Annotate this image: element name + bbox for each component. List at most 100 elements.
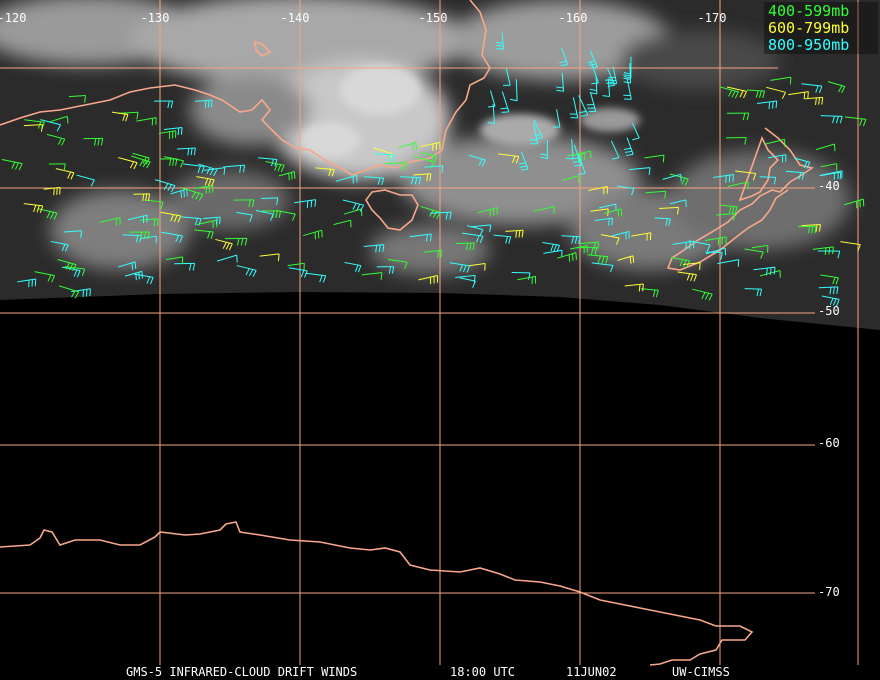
barb-shaft xyxy=(753,266,776,271)
barb-tick xyxy=(90,179,95,187)
barb-tick xyxy=(620,208,623,216)
barb-tick xyxy=(472,280,476,288)
barb-tick xyxy=(610,265,614,273)
barb-tick xyxy=(170,214,175,222)
barb-tick xyxy=(685,242,687,250)
barb-shaft xyxy=(840,241,861,246)
barb-shaft xyxy=(492,103,495,124)
barb-shaft xyxy=(669,173,689,180)
barb-shaft xyxy=(470,224,491,228)
wind-barb xyxy=(409,233,432,242)
barb-shaft xyxy=(139,218,159,221)
barb-tick xyxy=(201,166,205,174)
barb-tick xyxy=(251,199,255,208)
barb-shaft xyxy=(844,198,864,206)
barb-shaft xyxy=(259,253,280,257)
barb-tick xyxy=(66,116,69,124)
barb-tick xyxy=(215,217,218,225)
barb-tick xyxy=(437,250,439,258)
barb-shaft xyxy=(24,119,45,123)
wind-barb xyxy=(288,267,308,278)
barb-shaft xyxy=(132,152,150,159)
longitude-label: -120 xyxy=(0,11,26,25)
barb-tick xyxy=(249,214,253,222)
barb-tick xyxy=(328,169,332,177)
barb-tick xyxy=(15,162,19,170)
barb-shaft xyxy=(561,72,565,92)
wind-barb xyxy=(529,122,539,145)
barb-tick xyxy=(278,210,282,218)
barb-tick xyxy=(331,169,335,177)
barb-tick xyxy=(359,204,365,212)
barb-shaft xyxy=(617,255,634,261)
barb-shaft xyxy=(118,261,136,268)
barb-shaft xyxy=(590,62,599,84)
barb-shaft xyxy=(276,210,296,215)
barb-shaft xyxy=(759,270,781,277)
barb-tick xyxy=(388,266,392,274)
barb-tick xyxy=(39,205,44,213)
wind-barb xyxy=(757,100,778,110)
barb-tick xyxy=(818,224,821,232)
barb-tick xyxy=(304,270,308,278)
barb-tick xyxy=(57,137,62,145)
barb-tick xyxy=(665,218,668,226)
barb-shaft xyxy=(626,78,632,100)
barb-tick xyxy=(172,158,175,166)
barb-tick xyxy=(81,268,86,276)
barb-tick xyxy=(832,246,834,255)
barb-shaft xyxy=(520,151,529,170)
barb-tick xyxy=(133,162,138,170)
barb-tick xyxy=(587,60,595,64)
wind-barb xyxy=(629,167,651,175)
wind-barb xyxy=(683,262,701,270)
barb-shaft xyxy=(801,83,822,87)
barb-shaft xyxy=(64,266,85,270)
barb-tick xyxy=(64,244,69,252)
barb-shaft xyxy=(818,286,838,289)
wind-barb xyxy=(500,91,510,113)
barb-shaft xyxy=(692,288,713,295)
barb-shaft xyxy=(594,217,613,222)
barb-tick xyxy=(762,90,766,99)
barb-shaft xyxy=(717,259,739,265)
barb-shaft xyxy=(626,137,634,155)
wind-barb xyxy=(342,199,365,212)
wind-barb xyxy=(819,171,842,180)
barb-shaft xyxy=(820,274,839,279)
barb-shaft xyxy=(821,295,840,300)
wind-barb xyxy=(335,174,358,184)
barb-tick xyxy=(391,154,395,162)
wind-barb xyxy=(133,273,154,285)
barb-tick xyxy=(832,286,835,295)
barb-tick xyxy=(742,112,746,121)
barb-tick xyxy=(832,115,835,124)
barb-shaft xyxy=(629,167,651,171)
wind-barb xyxy=(559,47,569,67)
barb-shaft xyxy=(611,230,629,237)
wind-barb xyxy=(640,288,659,298)
barb-shaft xyxy=(659,206,679,210)
barb-tick xyxy=(93,138,97,146)
barb-shaft xyxy=(64,230,82,233)
barb-tick xyxy=(292,213,296,221)
barb-shaft xyxy=(71,288,91,293)
wind-barb xyxy=(76,174,95,187)
barb-tick xyxy=(306,200,309,208)
barb-shaft xyxy=(461,232,483,237)
barb-tick xyxy=(839,116,843,124)
barb-tick xyxy=(535,137,543,140)
barb-tick xyxy=(65,262,70,270)
barb-shaft xyxy=(719,86,739,93)
labels: -120 -130 -140 -150 -160 -170 -40 -50 -6… xyxy=(0,11,840,599)
barb-shaft xyxy=(1,159,23,165)
barb-tick xyxy=(354,264,359,272)
barb-shaft xyxy=(505,229,524,232)
barb-shaft xyxy=(413,173,431,176)
wind-barb xyxy=(617,255,635,264)
barb-tick xyxy=(175,158,178,166)
barb-tick xyxy=(837,250,841,259)
barb-tick xyxy=(160,201,164,210)
barb-tick xyxy=(638,284,641,292)
wind-barb xyxy=(517,275,537,285)
